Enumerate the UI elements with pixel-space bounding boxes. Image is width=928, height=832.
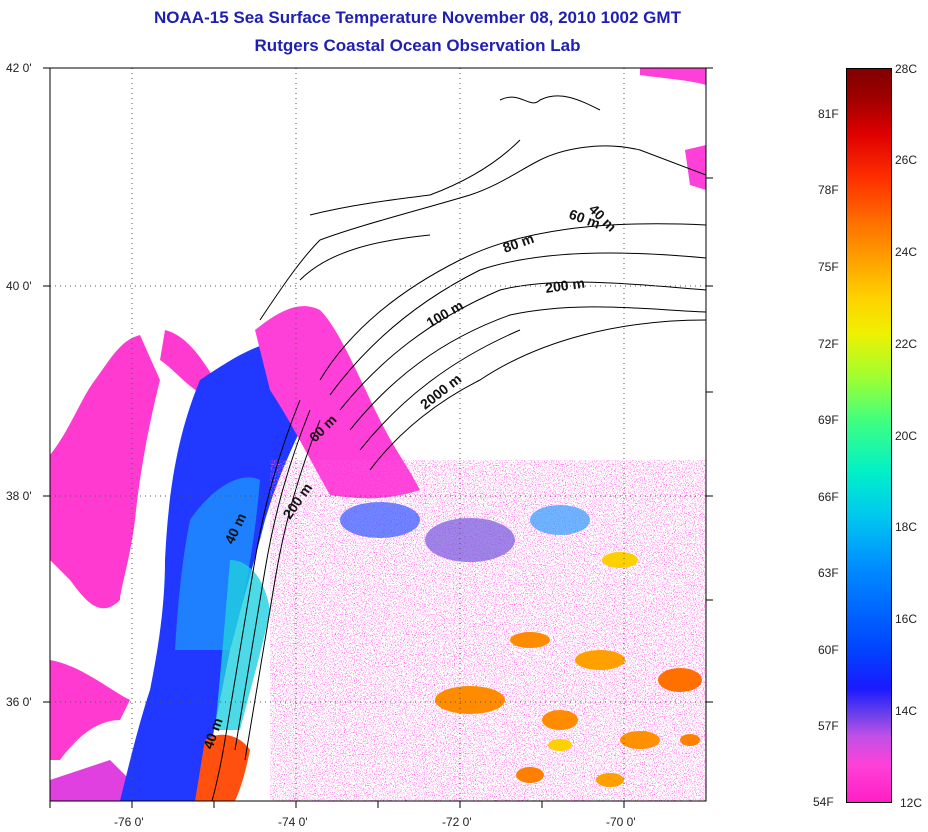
lon-label: -76 0' (114, 815, 144, 829)
map-title: NOAA-15 Sea Surface Temperature November… (154, 8, 681, 27)
colorbar-f-label: 57F (818, 719, 839, 733)
colorbar-f-label: 66F (818, 490, 839, 504)
offshore-blue-patches (340, 502, 590, 562)
contour-labels: 40 m 60 m 80 m 200 m 100 m 2000 m 60 m 2… (200, 201, 620, 751)
bathymetry-contours (211, 223, 706, 801)
contour-label: 80 m (501, 230, 536, 256)
lon-label: -72 0' (442, 815, 472, 829)
lat-label: 40 0' (6, 279, 32, 293)
colorbar-f-label: 63F (818, 566, 839, 580)
shelf-magenta-water (255, 68, 706, 499)
warm-patches (435, 552, 702, 787)
lat-label: 42 0' (6, 61, 32, 75)
lon-label: -74 0' (278, 815, 308, 829)
temperature-colorbar (846, 68, 892, 803)
colorbar-c-label: 18C (895, 520, 918, 534)
colorbar-c-label: 26C (895, 153, 918, 167)
colorbar-f-label: 81F (818, 107, 839, 121)
latitude-labels: 42 0' 40 0' 38 0' 36 0' (6, 61, 32, 709)
colorbar-c-label: 20C (895, 429, 918, 443)
contour-label: 200 m (544, 275, 586, 296)
colorbar-c-label: 16C (895, 612, 918, 626)
colorbar-c-label: 28C (895, 62, 918, 76)
colorbar-f-label: 78F (818, 183, 839, 197)
speckled-region (270, 460, 706, 801)
lon-label: -70 0' (606, 815, 636, 829)
colorbar-c-label: 24C (895, 245, 918, 259)
contour-label: 2000 m (417, 371, 464, 413)
coastal-cold-water (120, 340, 320, 801)
coastline (259, 95, 706, 321)
colorbar-f-label: 54F (813, 795, 834, 809)
lat-label: 36 0' (6, 695, 32, 709)
colorbar-f-label: 72F (818, 337, 839, 351)
map-subtitle: Rutgers Coastal Ocean Observation Lab (254, 36, 581, 55)
lat-label: 38 0' (6, 489, 32, 503)
graticule (50, 68, 706, 801)
axis-ticks (43, 67, 713, 808)
colorbar-c-label: 14C (895, 704, 918, 718)
colorbar-f-label: 69F (818, 413, 839, 427)
colorbar-c-label: 12C (900, 796, 923, 810)
colorbar-f-label: 60F (818, 643, 839, 657)
longitude-labels: -76 0' -74 0' -72 0' -70 0' (114, 815, 636, 829)
colorbar-f-label: 75F (818, 260, 839, 274)
colorbar-c-label: 22C (895, 337, 918, 351)
